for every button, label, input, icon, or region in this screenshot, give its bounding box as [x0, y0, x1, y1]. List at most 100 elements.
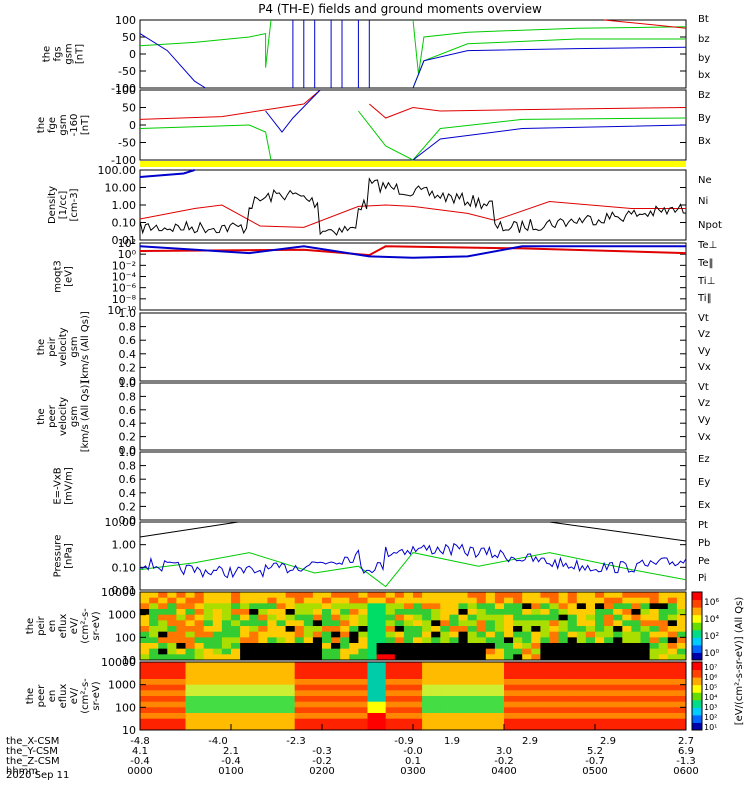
heatmap-cell — [258, 690, 268, 697]
trace-bx — [265, 89, 321, 133]
heatmap-cell — [149, 701, 159, 708]
heatmap-cell — [258, 603, 268, 610]
heatmap-cell — [140, 643, 150, 650]
y-tick-label: 10⁻⁸ — [112, 293, 137, 306]
heatmap-cell — [649, 597, 660, 604]
heatmap-cell — [622, 626, 632, 633]
heatmap-cell — [240, 701, 250, 708]
heatmap-cell — [667, 713, 678, 720]
x-axis-value: 0000 — [127, 766, 152, 777]
heatmap-cell — [212, 637, 223, 644]
heatmap-cell — [303, 626, 314, 633]
y-axis-label: the peir velocity gsm [km/s (All Qs)] — [36, 311, 91, 383]
heatmap-cell — [413, 631, 423, 638]
trace-pi — [139, 542, 687, 579]
trace-bx — [412, 46, 687, 89]
heatmap-cell — [494, 597, 505, 604]
heatmap-cell — [294, 707, 305, 714]
heatmap-cell — [185, 620, 196, 627]
x-axis-value: 0300 — [400, 766, 425, 777]
heatmap-cell — [331, 609, 341, 616]
heatmap-cell — [476, 724, 487, 731]
heatmap-cell — [403, 614, 414, 621]
colorbar-tick: 10⁶ — [704, 673, 717, 682]
heatmap-cell — [576, 614, 587, 621]
heatmap-cell — [294, 679, 305, 686]
heatmap-cell — [640, 597, 651, 604]
heatmap-cell — [631, 673, 641, 680]
y-tick-label: 10⁻⁶ — [112, 282, 137, 295]
heatmap-cell — [631, 713, 641, 720]
heatmap-cell — [312, 696, 323, 703]
heatmap-cell — [613, 654, 623, 661]
heatmap-cell — [422, 626, 432, 633]
heatmap-cell — [194, 690, 205, 697]
heatmap-cell — [649, 707, 660, 714]
heatmap-cell — [613, 609, 623, 616]
y-tick-label: -100 — [111, 82, 136, 95]
heatmap-cell — [394, 673, 405, 680]
y-tick-label: 0.8 — [119, 390, 137, 403]
heatmap-cell — [212, 679, 223, 686]
heatmap-cell — [185, 597, 196, 604]
heatmap-cell — [294, 684, 305, 691]
heatmap-cell — [258, 713, 268, 720]
heatmap-cell — [149, 654, 159, 661]
x-axis-value: 2.9 — [600, 736, 616, 747]
heatmap-cell — [631, 626, 641, 633]
heatmap-cell — [576, 718, 587, 725]
heatmap-cell — [185, 637, 196, 644]
heatmap-cell — [531, 718, 541, 725]
heatmap-cell — [212, 626, 223, 633]
x-axis-value: 2.1 — [223, 746, 239, 757]
colorbar-upper-segment — [692, 629, 702, 638]
y-axis-label: Pressure [nPa] — [53, 535, 75, 578]
heatmap-cell — [258, 707, 268, 714]
colorbar-tick: 10⁶ — [704, 598, 719, 608]
heatmap-cell — [622, 724, 632, 731]
heatmap-cell — [631, 679, 641, 686]
heatmap-cell — [513, 724, 523, 731]
heatmap-cell — [549, 626, 560, 633]
heatmap-cell — [558, 654, 569, 661]
heatmap-cell — [140, 620, 150, 627]
heatmap-cell — [240, 648, 250, 655]
heatmap-cell — [167, 667, 177, 674]
heatmap-cell — [513, 667, 523, 674]
heatmap-cell — [595, 707, 605, 714]
x-axis-value: 0400 — [491, 766, 516, 777]
heatmap-cell — [303, 724, 314, 731]
heatmap-cell — [176, 648, 186, 655]
heatmap-cell — [394, 690, 405, 697]
heatmap-cell — [467, 701, 478, 708]
heatmap-cell — [349, 679, 359, 686]
x-axis-value: -0.9 — [394, 736, 414, 747]
heatmap-cell — [149, 673, 159, 680]
heatmap-cell — [440, 696, 450, 703]
heatmap-cell — [258, 631, 268, 638]
heatmap-cell — [212, 609, 223, 616]
heatmap-cell — [231, 637, 241, 644]
heatmap-cell — [240, 592, 250, 599]
heatmap-cell — [531, 696, 541, 703]
heatmap-cell — [458, 648, 469, 655]
heatmap-cell — [221, 592, 232, 599]
y-axis-label: the peir en eflux eV/(cm²-s-sr-eV) — [25, 608, 102, 644]
heatmap-cell — [240, 713, 250, 720]
heatmap-cell — [613, 592, 623, 599]
y-axis-label-line: (cm²-s- — [80, 608, 91, 644]
heatmap-cell — [285, 648, 296, 655]
heatmap-cell — [622, 718, 632, 725]
heatmap-cell — [322, 667, 332, 674]
heatmap-cell — [440, 603, 450, 610]
x-axis-value: -0.4 — [130, 756, 150, 767]
heatmap-cell — [558, 637, 569, 644]
legend-entry: Bz — [698, 90, 710, 101]
heatmap-cell — [476, 690, 487, 697]
heatmap-cell — [331, 662, 341, 669]
heatmap-cell — [658, 707, 669, 714]
heatmap-cell — [667, 626, 678, 633]
x-axis-value: -0.2 — [312, 756, 332, 767]
heatmap-cell — [267, 626, 277, 633]
heatmap-cell — [403, 662, 414, 669]
